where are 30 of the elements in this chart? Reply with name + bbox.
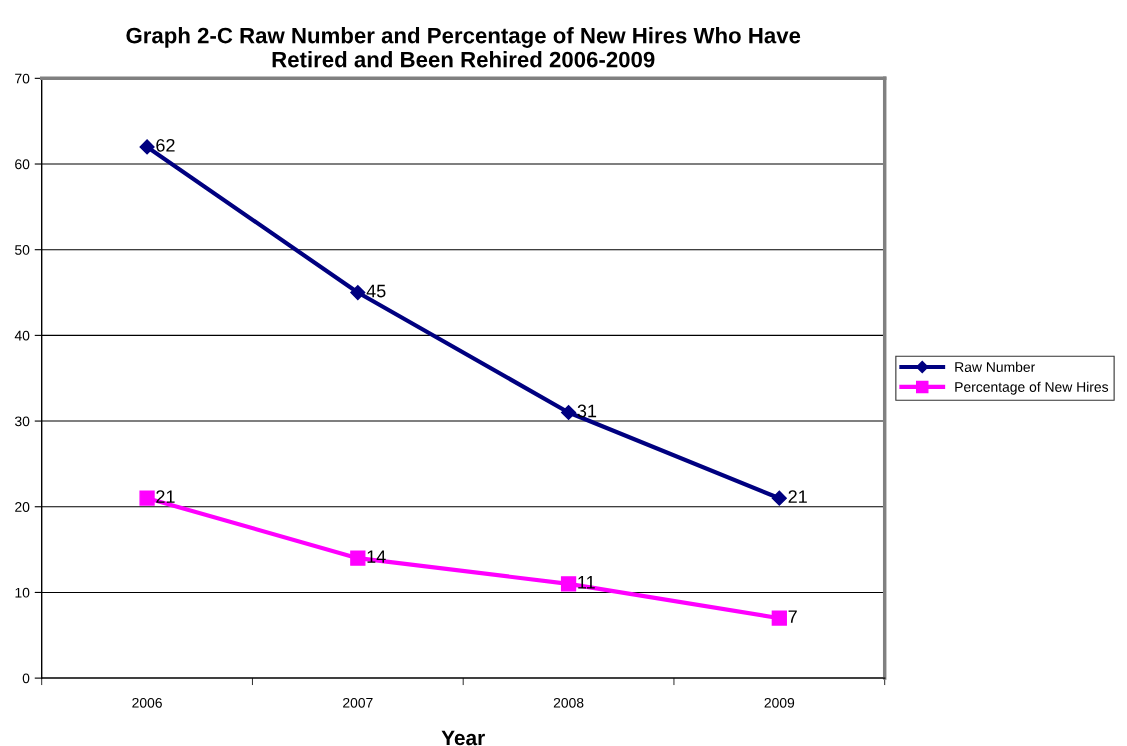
legend-label: Raw Number [955, 361, 1035, 372]
y-tick-label: 70 [15, 73, 30, 84]
x-tick-label: 2008 [553, 697, 584, 708]
x-tick-label: 2006 [132, 697, 162, 708]
data-label: 45 [366, 284, 386, 298]
point [560, 576, 577, 592]
point [561, 404, 577, 421]
y-tick-label: 50 [15, 245, 30, 255]
data-label: 31 [577, 404, 597, 418]
y-tick-label: 60 [15, 159, 30, 170]
point [350, 284, 366, 301]
point [139, 139, 155, 155]
point [771, 490, 787, 506]
y-tick-label: 0 [22, 673, 30, 684]
point [350, 550, 366, 566]
x-tick-label: 2009 [764, 697, 795, 708]
point [139, 490, 155, 506]
data-label: 21 [156, 490, 175, 503]
legend-label: Percentage of New Hires [955, 381, 1109, 395]
chart-title: Graph 2-C Raw Number and Percentage of New Hires Who Have Retired and Been Rehired 2006-2009 [126, 27, 801, 68]
data-label: 7 [788, 610, 797, 623]
x-axis-title: Year [441, 730, 485, 746]
data-label: 62 [156, 138, 175, 152]
y-tick-label: 10 [15, 587, 30, 598]
y-tick-label: 20 [15, 502, 30, 512]
x-tick-label: 2007 [343, 697, 373, 708]
data-label: 21 [788, 490, 807, 503]
y-tick-label: 30 [14, 416, 30, 427]
y-tick-label: 40 [14, 330, 30, 341]
point [771, 610, 787, 626]
